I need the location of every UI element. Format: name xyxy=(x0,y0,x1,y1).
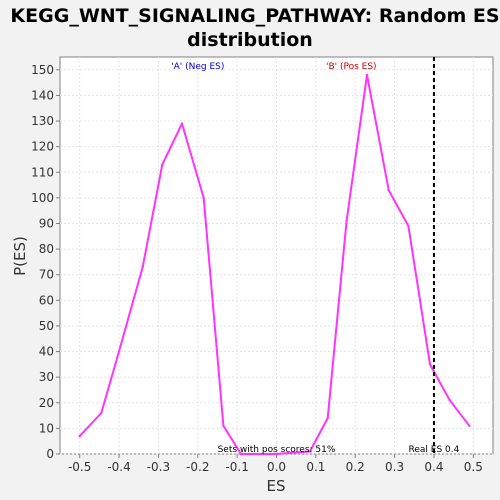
y-tick-label: 30 xyxy=(39,370,54,384)
x-tick-label: -0.3 xyxy=(147,460,170,474)
y-tick-label: 70 xyxy=(39,268,54,282)
y-tick-label: 60 xyxy=(39,293,54,307)
x-tick-label: 0.0 xyxy=(267,460,286,474)
y-axis-label: P(ES) xyxy=(11,236,29,276)
series-point xyxy=(428,363,432,366)
neg-es-label: 'A' (Neg ES) xyxy=(171,62,224,72)
series-point xyxy=(468,424,471,428)
x-tick-label: 0.1 xyxy=(306,460,325,474)
y-tick-label: 20 xyxy=(39,396,54,410)
series-point xyxy=(100,411,103,415)
x-tick-label: -0.1 xyxy=(225,460,248,474)
pos-es-label: 'B' (Pos ES) xyxy=(326,62,377,72)
y-tick-label: 10 xyxy=(39,421,54,435)
x-tick-label: -0.4 xyxy=(107,460,130,474)
y-tick-label: 90 xyxy=(39,216,54,230)
series-point xyxy=(407,224,410,228)
y-tick-label: 80 xyxy=(39,242,54,256)
chart-title-line-1: KEGG_WNT_SIGNALING_PATHWAY: Random ES xyxy=(10,5,499,27)
y-axis-ticks: 0 10 20 30 40 50 60 70 80 90 100 110 120 130 140 150 xyxy=(31,63,60,461)
y-tick-label: 100 xyxy=(31,191,54,205)
series-point xyxy=(448,399,451,402)
series-point xyxy=(141,265,144,269)
series-point xyxy=(180,122,184,125)
series-point xyxy=(275,452,278,456)
x-axis-label: ES xyxy=(267,477,286,495)
plot-area xyxy=(59,56,494,455)
series-point xyxy=(387,188,390,192)
series-point xyxy=(345,219,348,223)
series-point xyxy=(161,163,164,166)
y-tick-label: 150 xyxy=(31,63,54,77)
x-tick-label: -0.5 xyxy=(68,460,91,474)
series-point xyxy=(326,416,329,420)
series-point xyxy=(239,452,243,456)
real-es-label: Real ES 0.4 xyxy=(409,445,460,455)
y-tick-label: 130 xyxy=(31,114,54,128)
y-tick-label: 140 xyxy=(31,88,54,102)
y-tick-label: 110 xyxy=(31,165,54,179)
series-point xyxy=(365,73,369,77)
y-tick-label: 40 xyxy=(39,345,54,359)
x-tick-label: 0.4 xyxy=(424,460,443,474)
x-tick-label: 0.2 xyxy=(346,460,365,474)
series-points xyxy=(78,73,471,456)
series-point xyxy=(78,434,81,438)
x-tick-label: 0.5 xyxy=(464,460,483,474)
series-point xyxy=(117,350,121,353)
series-point xyxy=(222,424,225,428)
y-tick-label: 0 xyxy=(46,447,54,461)
series-point xyxy=(202,196,205,200)
pos-scores-label: Sets with pos scores: 51% xyxy=(218,445,336,455)
x-axis-ticks: -0.5 -0.4 -0.3 -0.2 -0.1 0.0 0.1 0.2 0.3 0.4 0.5 xyxy=(68,454,483,474)
x-tick-label: -0.2 xyxy=(186,460,209,474)
y-tick-label: 120 xyxy=(31,140,54,154)
chart-title-line-2: distribution xyxy=(187,29,313,51)
series-point xyxy=(308,450,312,453)
x-tick-label: 0.3 xyxy=(385,460,404,474)
y-tick-label: 50 xyxy=(39,319,54,333)
